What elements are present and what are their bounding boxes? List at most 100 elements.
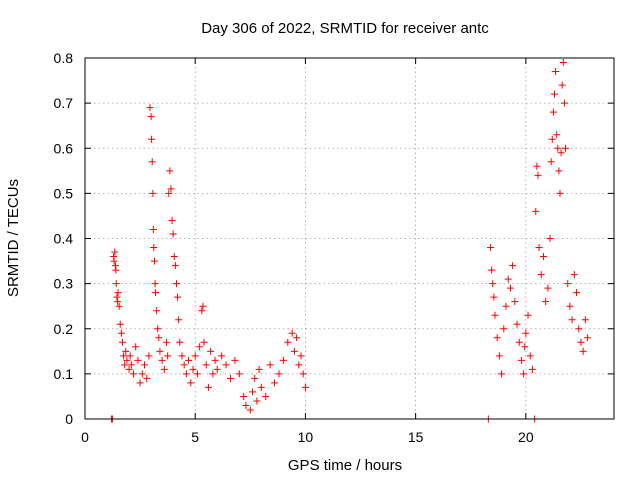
- data-point: [175, 316, 183, 324]
- data-point: [262, 392, 270, 400]
- y-tick-label: 0.3: [54, 276, 74, 292]
- data-point: [149, 225, 157, 233]
- data-point: [253, 397, 261, 405]
- data-point: [524, 311, 532, 319]
- data-point: [521, 343, 529, 351]
- data-point: [534, 171, 542, 179]
- data-point: [559, 59, 567, 67]
- data-point: [198, 307, 206, 315]
- data-point: [275, 370, 283, 378]
- data-point: [542, 298, 550, 306]
- x-tick-label: 5: [191, 429, 199, 445]
- data-point: [180, 361, 188, 369]
- data-point: [504, 275, 512, 283]
- data-point: [553, 131, 561, 139]
- y-tick-label: 0.5: [54, 185, 74, 201]
- y-tick-label: 0: [65, 411, 73, 427]
- data-point: [498, 370, 506, 378]
- data-point: [246, 406, 254, 414]
- y-tick-label: 0.2: [54, 321, 74, 337]
- data-point: [493, 334, 501, 342]
- data-point: [112, 266, 120, 274]
- data-point: [526, 352, 534, 360]
- data-point: [166, 167, 174, 175]
- data-point: [549, 108, 557, 116]
- data-point: [199, 302, 207, 310]
- data-point: [297, 352, 305, 360]
- data-point: [290, 347, 298, 355]
- y-axis-ticks: 0 0.1 0.2 0.3 0.4 0.5 0.6 0.7 0.8: [54, 50, 614, 427]
- data-point: [202, 361, 210, 369]
- data-point: [125, 365, 133, 373]
- data-point: [156, 347, 164, 355]
- data-point: [120, 352, 128, 360]
- data-point: [138, 370, 146, 378]
- x-tick-label: 0: [81, 429, 89, 445]
- data-point: [146, 104, 154, 112]
- data-point: [226, 374, 234, 382]
- data-point: [249, 388, 257, 396]
- data-point: [150, 244, 158, 252]
- data-point: [509, 262, 517, 270]
- data-point: [207, 347, 215, 355]
- data-point: [577, 338, 585, 346]
- data-point: [145, 352, 153, 360]
- data-point: [495, 352, 503, 360]
- data-point: [242, 401, 250, 409]
- data-point: [123, 356, 131, 364]
- data-point: [558, 81, 566, 89]
- data-point: [148, 158, 156, 166]
- data-point: [171, 262, 179, 270]
- data-point: [151, 280, 159, 288]
- data-point: [539, 253, 547, 261]
- data-point: [126, 352, 134, 360]
- data-point: [537, 271, 545, 279]
- x-axis-title: GPS time / hours: [288, 457, 402, 474]
- data-point: [513, 320, 521, 328]
- data-point: [564, 280, 572, 288]
- data-point: [279, 356, 287, 364]
- data-point: [266, 361, 274, 369]
- data-point: [568, 316, 576, 324]
- data-point: [163, 338, 171, 346]
- data-point: [566, 302, 574, 310]
- data-point: [147, 113, 155, 121]
- data-point: [562, 144, 570, 152]
- data-point: [154, 325, 162, 333]
- data-point: [573, 289, 581, 297]
- data-point: [528, 365, 536, 373]
- grid-lines: [85, 58, 614, 419]
- data-point: [141, 361, 149, 369]
- data-point: [231, 356, 239, 364]
- data-point: [176, 338, 184, 346]
- data-point: [575, 325, 583, 333]
- data-point: [116, 320, 124, 328]
- data-point: [550, 90, 558, 98]
- data-point: [557, 149, 565, 157]
- data-point: [134, 356, 142, 364]
- data-point: [185, 356, 193, 364]
- data-point: [113, 293, 121, 301]
- data-point: [535, 244, 543, 252]
- data-points: [107, 59, 592, 423]
- data-point: [132, 343, 140, 351]
- data-point: [114, 298, 122, 306]
- x-axis-ticks: 0 5 10 15 20: [81, 58, 534, 445]
- data-point: [570, 271, 578, 279]
- data-point: [532, 207, 540, 215]
- data-point: [288, 329, 296, 337]
- data-point: [520, 370, 528, 378]
- data-point: [533, 162, 541, 170]
- data-point: [502, 302, 510, 310]
- data-point: [500, 325, 508, 333]
- data-point: [511, 298, 519, 306]
- data-point: [187, 379, 195, 387]
- data-point: [200, 338, 208, 346]
- data-point: [579, 347, 587, 355]
- data-point: [111, 248, 119, 256]
- data-point: [164, 352, 172, 360]
- data-point: [155, 334, 163, 342]
- data-point: [153, 307, 161, 315]
- data-point: [182, 370, 190, 378]
